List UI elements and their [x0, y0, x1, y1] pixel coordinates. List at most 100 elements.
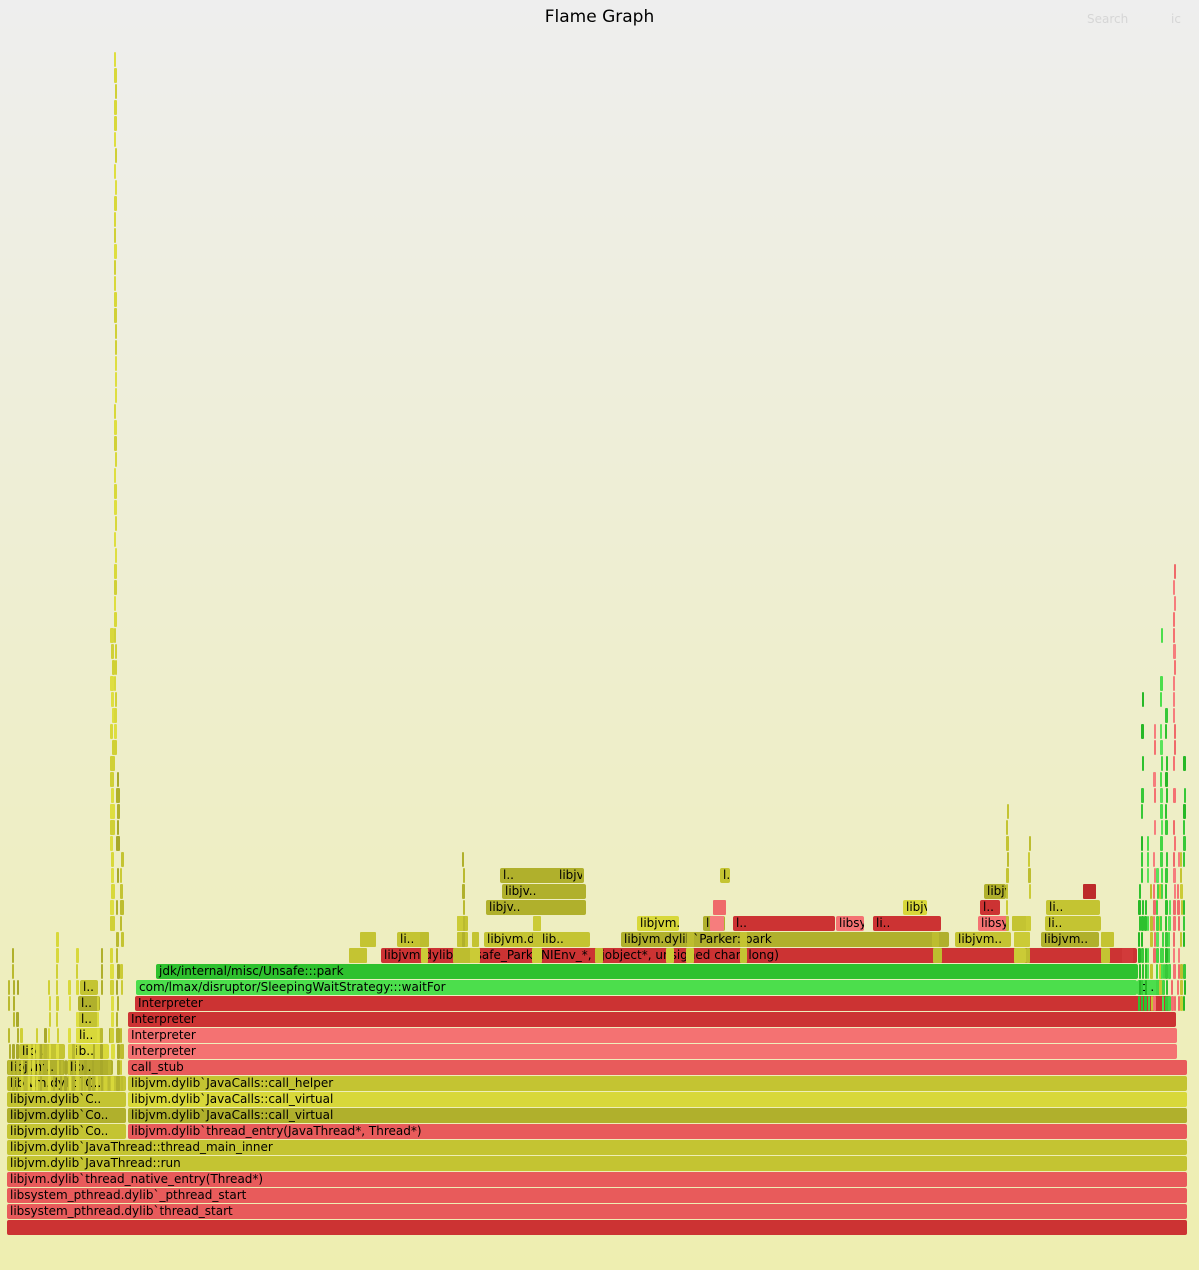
flame-frame-narrow[interactable] [114, 196, 117, 211]
flame-frame-narrow[interactable] [112, 660, 115, 675]
flame-frame-narrow[interactable] [117, 996, 119, 1011]
flame-frame-narrow[interactable] [110, 964, 114, 979]
flame-frame-narrow[interactable] [56, 932, 59, 947]
flame-frame-narrow[interactable] [56, 1012, 58, 1027]
flame-frame-narrow[interactable] [1101, 948, 1110, 963]
flame-frame-narrow[interactable] [12, 948, 14, 963]
flame-frame[interactable]: libsyst.. [978, 916, 1008, 931]
flame-frame-narrow[interactable] [115, 692, 117, 707]
flame-frame-narrow[interactable] [1141, 916, 1144, 931]
flame-frame-narrow[interactable] [21, 1076, 23, 1091]
flame-frame-narrow[interactable] [64, 1076, 67, 1091]
flame-frame-narrow[interactable] [114, 52, 116, 67]
flame-frame-narrow[interactable] [114, 484, 117, 499]
flame-frame[interactable]: lib.. [69, 1044, 109, 1059]
flame-frame-narrow[interactable] [110, 980, 114, 995]
flame-frame-narrow[interactable] [1154, 724, 1156, 739]
flame-frame-narrow[interactable] [1161, 820, 1163, 835]
flame-frame-narrow[interactable] [1173, 868, 1176, 883]
flame-frame-narrow[interactable] [114, 420, 117, 435]
flame-frame[interactable]: libjvm.dylib`Unsafe_Park(JNIEnv_*, _jobj… [381, 948, 1137, 963]
flame-frame-narrow[interactable] [100, 1060, 103, 1075]
flame-frame-narrow[interactable] [114, 116, 117, 131]
flame-frame-narrow[interactable] [115, 548, 117, 563]
flame-frame-narrow[interactable] [121, 1076, 123, 1091]
flame-frame-narrow[interactable] [1174, 660, 1176, 675]
flame-frame[interactable]: com/lmax/disruptor/SleepingWaitStrategy:… [136, 980, 1137, 995]
flame-frame-narrow[interactable] [80, 1060, 82, 1075]
flame-frame-narrow[interactable] [1139, 884, 1141, 899]
flame-frame-narrow[interactable] [1162, 980, 1165, 995]
flame-frame-narrow[interactable] [713, 900, 726, 915]
flame-frame-narrow[interactable] [1138, 948, 1141, 963]
flame-frame-narrow[interactable] [1147, 948, 1149, 963]
flame-frame-narrow[interactable] [1162, 932, 1164, 947]
flame-frame-narrow[interactable] [69, 996, 71, 1011]
flame-frame-narrow[interactable] [110, 724, 113, 739]
flame-frame[interactable]: Interpreter [135, 996, 1170, 1011]
flame-frame-narrow[interactable] [1173, 708, 1175, 723]
flame-frame-narrow[interactable] [1141, 788, 1144, 803]
flame-frame-narrow[interactable] [36, 1028, 38, 1043]
flame-frame-narrow[interactable] [1168, 964, 1171, 979]
flame-frame-narrow[interactable] [1161, 756, 1163, 771]
flame-frame-narrow[interactable] [1029, 884, 1031, 899]
flame-frame-narrow[interactable] [1138, 900, 1141, 915]
flame-frame-narrow[interactable] [457, 948, 466, 963]
flame-frame-narrow[interactable] [1174, 996, 1176, 1011]
flame-frame-narrow[interactable] [97, 1028, 99, 1043]
flame-frame-narrow[interactable] [44, 1044, 47, 1059]
flame-frame-narrow[interactable] [12, 964, 14, 979]
flame-frame-narrow[interactable] [76, 980, 79, 995]
flame-frame[interactable]: libsystem_pthread.dylib`_pthread_start [7, 1188, 1187, 1203]
flame-frame[interactable]: libsystem_pthread.dylib`thread_start [7, 1204, 1187, 1219]
flame-frame-narrow[interactable] [48, 1076, 51, 1091]
flame-frame-narrow[interactable] [110, 756, 115, 771]
flame-frame-narrow[interactable] [1180, 932, 1182, 947]
flame-frame-narrow[interactable] [1171, 996, 1174, 1011]
flame-frame-narrow[interactable] [16, 1012, 19, 1027]
flame-frame-narrow[interactable] [1142, 964, 1144, 979]
flame-frame-narrow[interactable] [49, 996, 51, 1011]
flame-frame-narrow[interactable] [13, 1012, 15, 1027]
flame-frame-narrow[interactable] [117, 868, 119, 883]
flame-frame-narrow[interactable] [117, 964, 120, 979]
flame-frame-narrow[interactable] [1174, 740, 1176, 755]
flame-frame-narrow[interactable] [1028, 868, 1031, 883]
flame-frame-narrow[interactable] [1174, 884, 1176, 899]
ignore-case-toggle[interactable]: ic [1171, 12, 1181, 26]
flame-frame-narrow[interactable] [111, 1076, 114, 1091]
flame-frame-narrow[interactable] [1183, 804, 1186, 819]
flame-frame-narrow[interactable] [116, 948, 118, 963]
flame-frame-narrow[interactable] [1141, 948, 1144, 963]
flame-frame-narrow[interactable] [1177, 900, 1180, 915]
flame-frame[interactable]: l.. [720, 868, 730, 883]
flame-frame-narrow[interactable] [8, 980, 10, 995]
flame-frame-narrow[interactable] [1165, 772, 1168, 787]
flame-frame-narrow[interactable] [1168, 916, 1171, 931]
flame-frame-narrow[interactable] [1012, 916, 1027, 931]
flame-frame-narrow[interactable] [1153, 900, 1156, 915]
flame-frame-narrow[interactable] [115, 340, 117, 355]
flame-frame-narrow[interactable] [470, 948, 480, 963]
flame-frame-narrow[interactable] [421, 948, 428, 963]
flame-frame[interactable]: libjvm.dylib`C.. [7, 1092, 126, 1107]
flame-frame-narrow[interactable] [114, 68, 117, 83]
flame-frame-narrow[interactable] [1173, 628, 1175, 643]
flame-frame-narrow[interactable] [1156, 932, 1159, 947]
flame-frame-narrow[interactable] [1166, 788, 1168, 803]
flame-frame-narrow[interactable] [1147, 852, 1149, 867]
flame-frame-narrow[interactable] [101, 980, 103, 995]
flame-frame-narrow[interactable] [686, 948, 694, 963]
flame-frame-narrow[interactable] [1006, 820, 1008, 835]
flame-frame-narrow[interactable] [13, 1060, 15, 1075]
flame-frame-narrow[interactable] [1154, 820, 1156, 835]
flame-frame[interactable]: libjvm.dylib`Co.. [7, 1108, 126, 1123]
flame-frame[interactable]: l.. [80, 980, 98, 995]
flame-frame[interactable]: li.. [1046, 900, 1100, 915]
flame-frame[interactable]: Interpreter [128, 1012, 1176, 1027]
flame-frame-narrow[interactable] [65, 1060, 67, 1075]
flame-frame-narrow[interactable] [1147, 868, 1149, 883]
flame-frame-narrow[interactable] [13, 980, 15, 995]
flame-frame-narrow[interactable] [111, 788, 114, 803]
